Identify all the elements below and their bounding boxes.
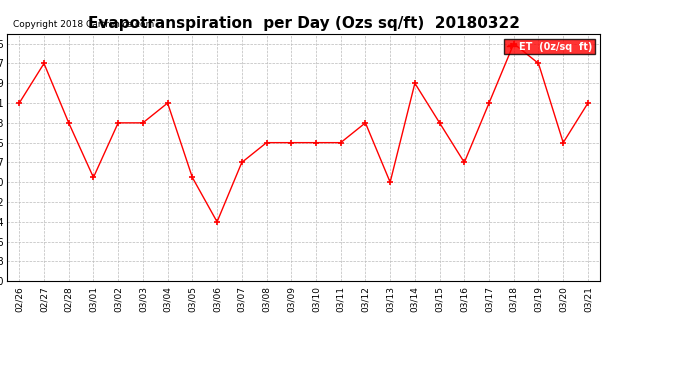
Text: Copyright 2018 Cartronics.com: Copyright 2018 Cartronics.com	[13, 20, 154, 29]
Legend: ET  (0z/sq  ft): ET (0z/sq ft)	[504, 39, 595, 54]
Title: Evapotranspiration  per Day (Ozs sq/ft)  20180322: Evapotranspiration per Day (Ozs sq/ft) 2…	[88, 16, 520, 31]
